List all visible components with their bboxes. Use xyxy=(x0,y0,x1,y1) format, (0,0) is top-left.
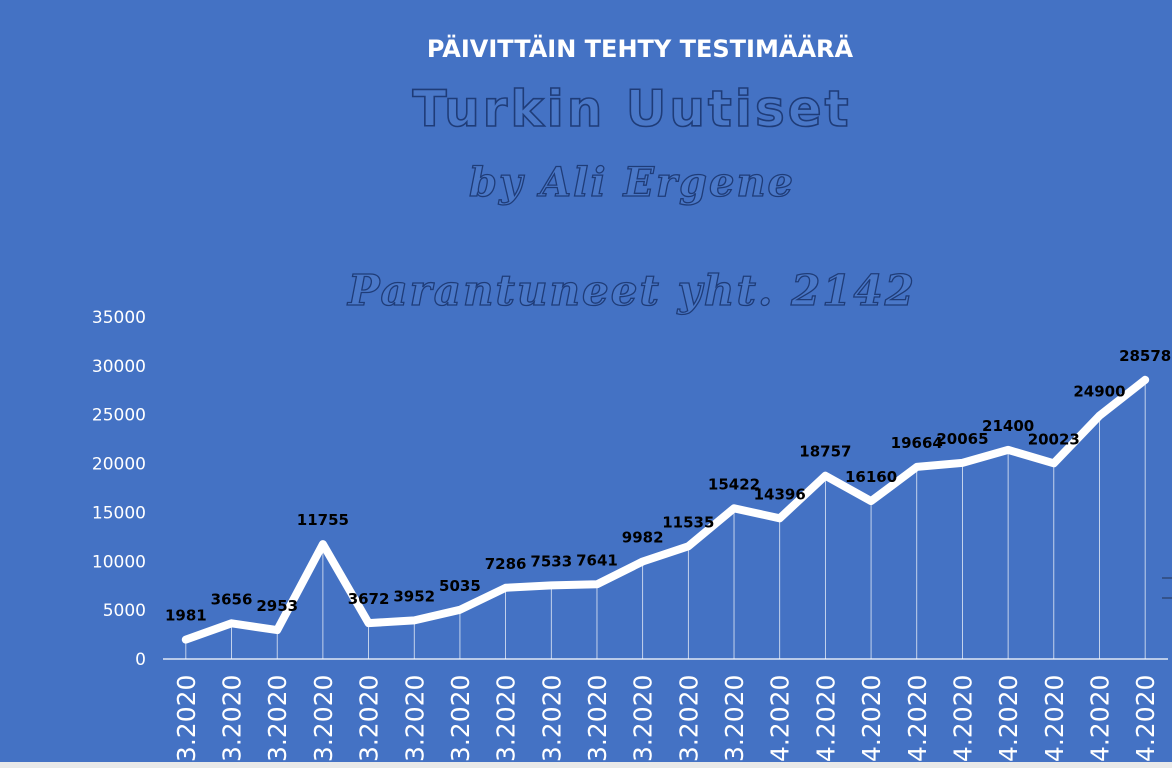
x-tick-label: .3.2020 xyxy=(446,675,475,768)
data-point xyxy=(228,619,236,627)
data-label: 20065 xyxy=(936,430,988,448)
y-tick-label: 30000 xyxy=(92,357,146,377)
data-label: 7641 xyxy=(576,551,618,569)
y-tick-label: 20000 xyxy=(92,455,146,475)
data-point xyxy=(730,504,738,512)
x-tick-label: .4.2020 xyxy=(857,675,886,768)
data-point xyxy=(365,619,373,627)
data-point xyxy=(776,514,784,522)
data-point xyxy=(410,616,418,624)
y-tick-label: 15000 xyxy=(92,503,146,523)
data-point xyxy=(1004,446,1012,454)
series-line xyxy=(181,375,1150,644)
data-point xyxy=(684,542,692,550)
watermark-recovered: Parantuneet yht. 2142 xyxy=(347,266,916,315)
chart-title: PÄIVITTÄIN TEHTY TESTIMÄÄRÄ xyxy=(427,34,854,63)
x-tick-label: .3.2020 xyxy=(172,675,201,768)
data-label: 28578 xyxy=(1119,347,1171,365)
x-tick-label: .4.2020 xyxy=(1085,675,1114,768)
x-tick-label: .3.2020 xyxy=(218,675,247,768)
x-tick-label: .3.2020 xyxy=(309,675,338,768)
data-point xyxy=(821,472,829,480)
data-label: 11535 xyxy=(662,513,714,531)
drop-lines xyxy=(185,379,1146,659)
data-label: 19664 xyxy=(891,434,943,452)
x-tick-label: .3.2020 xyxy=(720,675,749,768)
data-label: 5035 xyxy=(439,577,481,595)
data-label: 15422 xyxy=(708,475,760,493)
y-tick-label: 35000 xyxy=(92,308,146,328)
data-label: 21400 xyxy=(982,417,1034,435)
x-tick-label: .4.2020 xyxy=(1040,675,1069,768)
x-tick-label: .3.2020 xyxy=(263,675,292,768)
x-tick-label: .3.2020 xyxy=(537,675,566,768)
data-label: 1981 xyxy=(165,607,207,625)
x-tick-label: .4.2020 xyxy=(903,675,932,768)
data-point xyxy=(502,584,510,592)
bottom-strip xyxy=(0,762,1172,768)
data-label: 3672 xyxy=(348,590,390,608)
x-tick-label: .3.2020 xyxy=(355,675,384,768)
data-label: 18757 xyxy=(799,443,851,461)
data-label: 11755 xyxy=(297,511,349,529)
data-point xyxy=(1050,459,1058,467)
x-tick-label: .3.2020 xyxy=(674,675,703,768)
data-point xyxy=(319,540,327,548)
data-label: 16160 xyxy=(845,468,897,486)
data-point xyxy=(639,557,647,565)
data-label: 2953 xyxy=(256,597,298,615)
y-tick-label: 5000 xyxy=(103,601,146,621)
y-tick-label: 25000 xyxy=(92,406,146,426)
x-axis: .3.2020 .3.2020 .3.2020 .3.2020 .3.2020 .3.20… xyxy=(172,675,1160,768)
x-tick-label: .3.2020 xyxy=(629,675,658,768)
y-axis: 0 5000 10000 15000 20000 25000 30000 35000 xyxy=(92,308,146,670)
x-tick-label: .4.2020 xyxy=(1131,675,1160,768)
x-tick-label: .3.2020 xyxy=(583,675,612,768)
data-label: 7533 xyxy=(530,552,572,570)
data-label: 9982 xyxy=(622,528,664,546)
data-point xyxy=(913,463,921,471)
series xyxy=(181,375,1150,644)
data-point xyxy=(1141,376,1149,384)
data-label: 7286 xyxy=(485,555,527,573)
x-tick-label: .4.2020 xyxy=(994,675,1023,768)
data-point xyxy=(547,581,555,589)
data-label: 20023 xyxy=(1028,430,1080,448)
data-label: 14396 xyxy=(754,485,806,503)
y-tick-label: 0 xyxy=(135,650,146,670)
watermark-author: by Ali Ergene xyxy=(469,159,795,206)
data-label: 24900 xyxy=(1073,383,1125,401)
x-tick-label: .3.2020 xyxy=(400,675,429,768)
data-point xyxy=(182,636,190,644)
data-label: 3656 xyxy=(211,590,253,608)
x-tick-label: .3.2020 xyxy=(492,675,521,768)
data-point xyxy=(867,497,875,505)
x-tick-label: .4.2020 xyxy=(766,675,795,768)
x-tick-label: .4.2020 xyxy=(948,675,977,768)
x-tick-label: .4.2020 xyxy=(811,675,840,768)
y-tick-label: 10000 xyxy=(92,552,146,572)
data-point xyxy=(456,606,464,614)
watermark-brand: Turkin Uutiset xyxy=(412,80,851,138)
data-label: 3952 xyxy=(393,587,435,605)
data-point xyxy=(1095,412,1103,420)
data-point xyxy=(273,626,281,634)
data-point xyxy=(593,580,601,588)
data-point xyxy=(958,459,966,467)
